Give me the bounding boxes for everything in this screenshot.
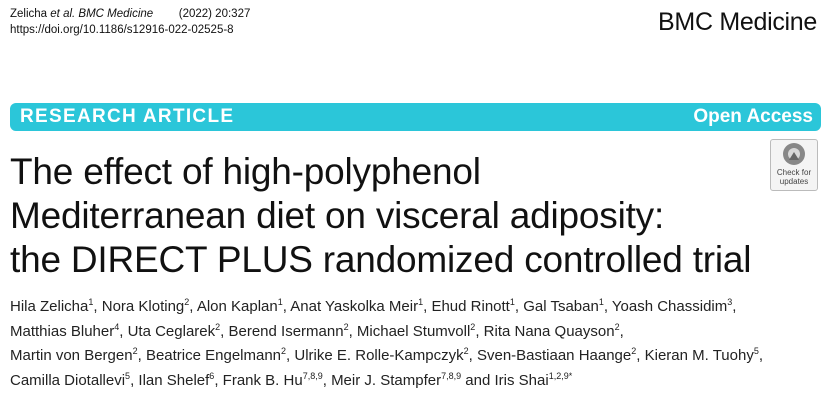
separator: , bbox=[603, 298, 612, 315]
author-name: Meir J. Stampfer bbox=[331, 371, 442, 389]
citation-line: Zelicha et al. BMC Medicine (2022) 20:32… bbox=[10, 6, 250, 22]
separator: , bbox=[732, 298, 737, 315]
affiliation: 2 bbox=[281, 346, 287, 356]
separator: , bbox=[468, 347, 477, 364]
affiliation: 1 bbox=[509, 297, 515, 307]
author-line: Martin von Bergen2, Beatrice Engelmann2,… bbox=[10, 344, 763, 369]
affiliation: 2 bbox=[343, 321, 349, 332]
cite-journal: et al. BMC Medicine bbox=[50, 8, 154, 20]
author-name: Ehud Rinott bbox=[431, 298, 510, 315]
cite-volume: (2022) 20:327 bbox=[178, 8, 251, 20]
separator: , bbox=[286, 347, 295, 364]
author-name: Beatrice Engelmann bbox=[145, 347, 282, 364]
author-name: Michael Stumvoll bbox=[356, 322, 471, 340]
affiliation: 1 bbox=[277, 297, 283, 307]
title-line: The effect of high-polyphenol bbox=[10, 151, 481, 192]
author-name: Nora Kloting bbox=[101, 298, 185, 315]
separator: , bbox=[758, 347, 764, 364]
author-name: Rita Nana Quayson bbox=[483, 322, 615, 340]
author-name: Berend Isermann bbox=[228, 322, 344, 340]
affiliation: 6 bbox=[209, 370, 215, 381]
title-line: Mediterranean diet on visceral adiposity… bbox=[10, 195, 665, 236]
author-line: Hila Zelicha1, Nora Kloting2, Alon Kapla… bbox=[10, 295, 763, 320]
separator: , bbox=[475, 322, 484, 340]
author-name: Hila Zelicha bbox=[10, 298, 89, 315]
separator: and bbox=[461, 371, 495, 389]
author-name: Camilla Diotallevi bbox=[10, 371, 126, 389]
separator: , bbox=[220, 322, 229, 340]
affiliation: 2 bbox=[184, 297, 190, 307]
separator: , bbox=[423, 298, 432, 315]
article-type: RESEARCH ARTICLE bbox=[20, 106, 235, 127]
author-name: Yoash Chassidim bbox=[611, 298, 728, 315]
affiliation: 1 bbox=[418, 297, 424, 307]
affiliation: 5 bbox=[753, 346, 759, 356]
affiliation: 1,2,9* bbox=[548, 370, 573, 381]
author-line: Camilla Diotallevi5, Ilan Shelef6, Frank… bbox=[10, 369, 763, 394]
author-name: Uta Ceglarek bbox=[127, 322, 216, 340]
author-name: Frank B. Hu bbox=[222, 371, 303, 389]
affiliation: 1 bbox=[88, 297, 94, 307]
affiliation: 2 bbox=[132, 346, 138, 356]
author-name: Iris Shai bbox=[494, 371, 549, 389]
author-line: Matthias Bluher4, Uta Ceglarek2, Berend … bbox=[10, 320, 763, 345]
cite-author: Zelicha bbox=[10, 8, 48, 20]
badge-icon bbox=[783, 143, 805, 165]
author-name: Gal Tsaban bbox=[523, 298, 599, 315]
journal-logo[interactable]: BMC Medicine bbox=[658, 8, 817, 36]
author-list: Hila Zelicha1, Nora Kloting2, Alon Kapla… bbox=[10, 295, 763, 393]
separator: , bbox=[137, 347, 146, 364]
separator: , bbox=[189, 298, 197, 315]
separator: , bbox=[514, 298, 524, 315]
separator: , bbox=[93, 298, 102, 315]
author-name: Kieran M. Tuohy bbox=[644, 347, 754, 364]
author-name: Ulrike E. Rolle-Kampczyk bbox=[294, 347, 464, 364]
badge-text: Check for updates bbox=[776, 168, 812, 186]
separator: , bbox=[322, 371, 332, 389]
separator: , bbox=[636, 347, 645, 364]
title-line: the DIRECT PLUS randomized controlled tr… bbox=[10, 239, 752, 280]
separator: , bbox=[119, 322, 128, 340]
affiliation: 5 bbox=[125, 370, 131, 381]
affiliation: 2 bbox=[631, 346, 637, 356]
author-name: Martin von Bergen bbox=[10, 347, 133, 364]
check-updates-badge[interactable]: Check for updates bbox=[770, 139, 818, 191]
separator: , bbox=[348, 322, 357, 340]
author-name: Ilan Shelef bbox=[138, 371, 210, 389]
affiliation: 2 bbox=[614, 321, 620, 332]
affiliation: 3 bbox=[727, 297, 733, 307]
author-name: Matthias Bluher bbox=[10, 322, 115, 340]
affiliation: 2 bbox=[463, 346, 469, 356]
separator: , bbox=[282, 298, 291, 315]
separator: , bbox=[130, 371, 139, 389]
affiliation: 1 bbox=[598, 297, 604, 307]
citation: Zelicha et al. BMC Medicine (2022) 20:32… bbox=[10, 6, 250, 38]
author-name: Sven-Bastiaan Haange bbox=[476, 347, 632, 364]
author-name: Anat Yaskolka Meir bbox=[290, 298, 419, 315]
affiliation: 2 bbox=[470, 321, 476, 332]
affiliation: 7,8,9 bbox=[441, 370, 462, 381]
author-name: Alon Kaplan bbox=[196, 298, 278, 315]
doi[interactable]: https://doi.org/10.1186/s12916-022-02525… bbox=[10, 24, 234, 36]
separator: , bbox=[619, 322, 624, 340]
affiliation: 7,8,9 bbox=[302, 370, 323, 381]
affiliation: 2 bbox=[215, 321, 221, 332]
affiliation: 4 bbox=[114, 321, 120, 332]
open-access: Open Access bbox=[693, 106, 813, 127]
banner: RESEARCH ARTICLE Open Access bbox=[10, 103, 821, 131]
article-title: The effect of high-polyphenol Mediterrane… bbox=[10, 150, 752, 282]
separator: , bbox=[214, 371, 223, 389]
